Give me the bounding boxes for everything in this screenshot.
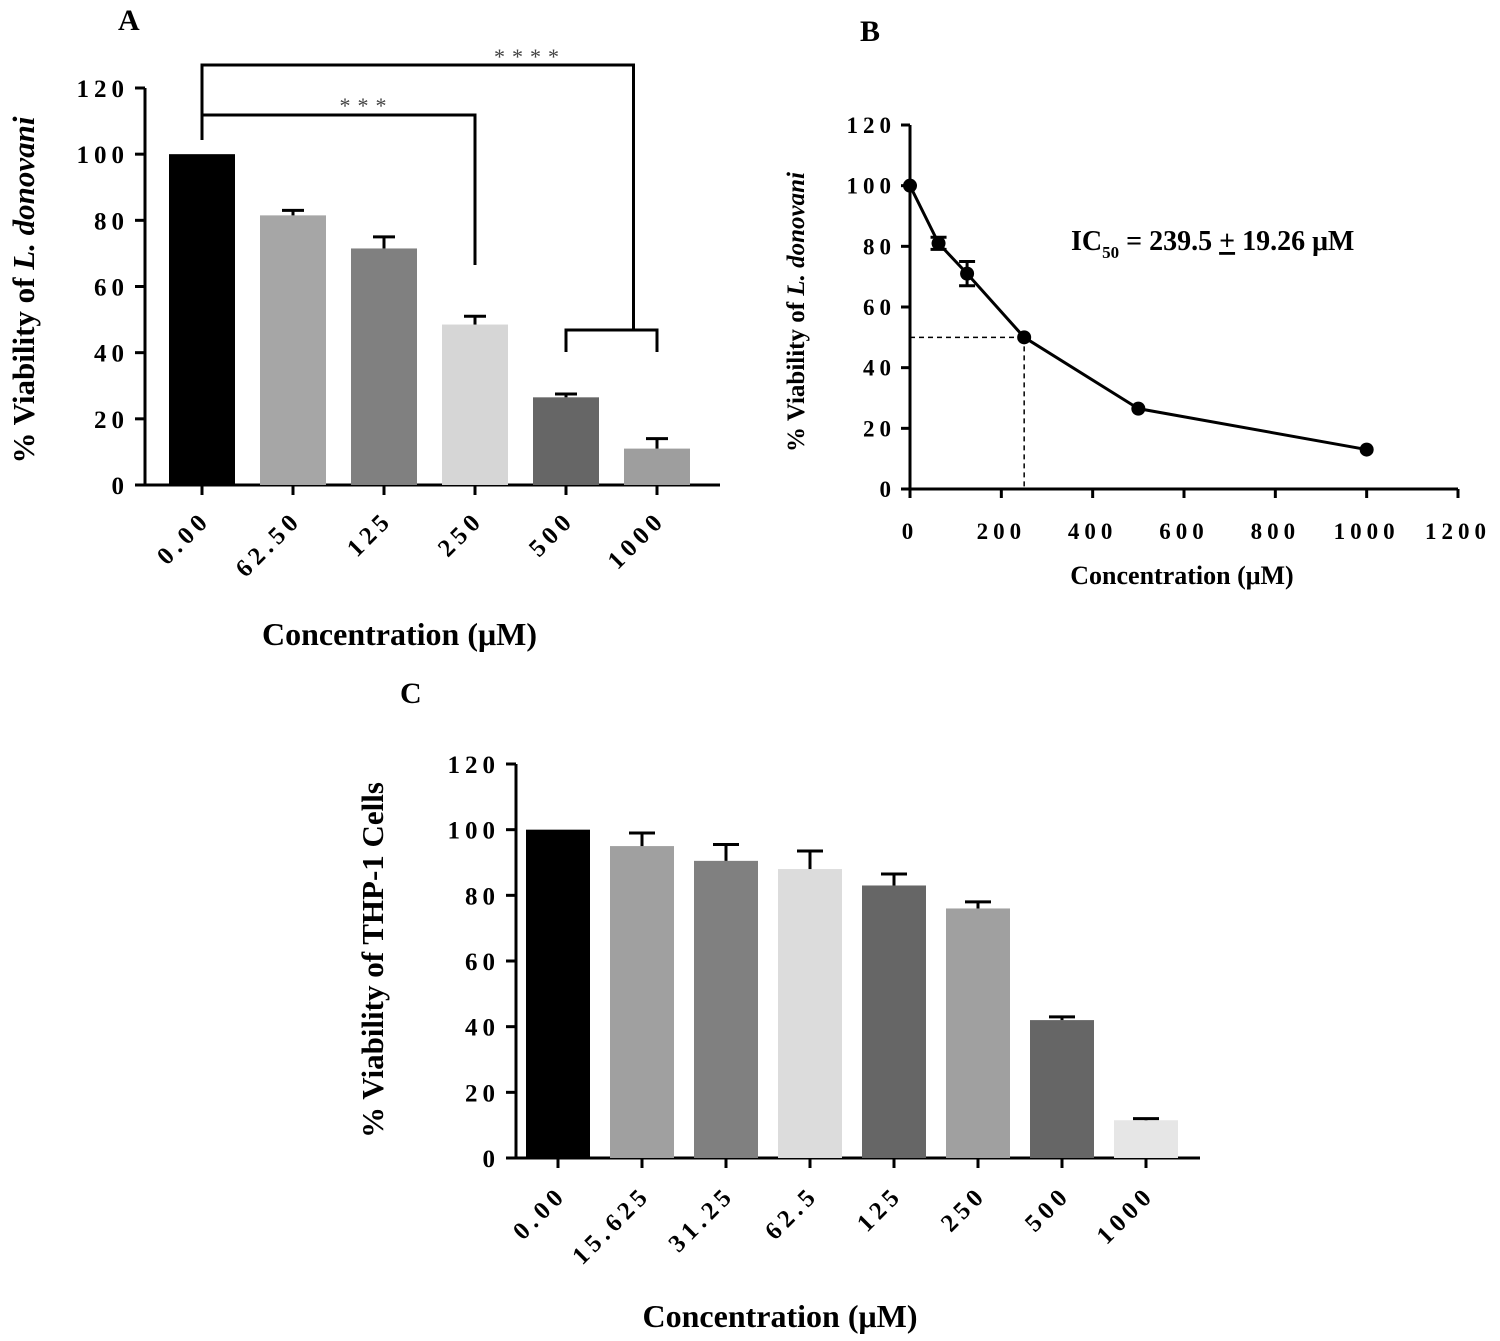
y-tick-label: 0 [112, 473, 130, 500]
bar [260, 215, 326, 485]
x-tick-label: 1000 [1092, 1181, 1161, 1250]
y-axis-title: % Viability of L. donovani [783, 172, 810, 452]
y-tick-label: 100 [448, 818, 501, 845]
ic50-annotation-pm: + [1219, 226, 1235, 257]
y-tick-label: 80 [465, 883, 500, 910]
y-tick-label: 20 [863, 416, 896, 441]
x-tick-label: 1000 [603, 506, 672, 575]
x-axis-title: Concentration (μM) [643, 1298, 918, 1334]
bar [442, 324, 508, 485]
y-tick-label: 80 [863, 234, 896, 259]
y-tick-label: 120 [847, 113, 897, 138]
x-tick-label: 250 [936, 1181, 992, 1237]
significance-label: *** [340, 93, 394, 118]
ic50-annotation-body: = 239.5 [1119, 226, 1219, 257]
x-tick-label: 200 [977, 519, 1027, 544]
bar [533, 397, 599, 485]
y-tick-label: 120 [448, 752, 501, 779]
bar [1114, 1120, 1178, 1158]
data-point [1359, 442, 1374, 457]
x-tick-label: 500 [524, 506, 580, 562]
x-tick-label: 125 [342, 506, 398, 562]
significance-label: **** [494, 44, 566, 69]
data-point [903, 178, 917, 193]
bar [1030, 1020, 1094, 1158]
bar [778, 869, 842, 1158]
y-tick-label: 40 [465, 1015, 500, 1042]
x-tick-label: 1000 [1334, 519, 1400, 544]
y-axis-title: % Viability of L. donovani [6, 116, 41, 463]
x-tick-label: 62.5 [760, 1181, 824, 1245]
ic50-annotation-tail: 19.26 μM [1235, 226, 1354, 257]
data-point [1131, 401, 1146, 416]
x-tick-label: 15.625 [567, 1181, 656, 1270]
bar [526, 829, 590, 1158]
panel-label-c: C [400, 677, 422, 710]
x-axis-title: Concentration (μM) [262, 616, 537, 652]
y-tick-label: 0 [483, 1146, 501, 1173]
x-tick-label: 500 [1020, 1181, 1076, 1237]
y-tick-label: 60 [465, 949, 500, 976]
y-axis-title-species: L. donovani [783, 172, 810, 297]
ic50-annotation-prefix: IC [1071, 226, 1102, 257]
group-bracket [564, 328, 659, 352]
data-line [908, 185, 1367, 452]
bar [694, 860, 758, 1158]
y-tick-label: 20 [94, 407, 129, 434]
y-axis-title-species: L. donovani [6, 116, 41, 271]
y-tick-label: 80 [94, 208, 129, 235]
data-point [960, 266, 975, 281]
significance-bracket [200, 63, 635, 330]
ic50-annotation-sub: 50 [1102, 243, 1119, 262]
y-axis-title-prefix: % Viability of [6, 270, 41, 464]
bar [624, 448, 690, 485]
bar [862, 885, 926, 1158]
y-tick-label: 100 [77, 142, 130, 169]
y-tick-label: 0 [880, 477, 897, 502]
x-tick-label: 0.00 [508, 1181, 572, 1245]
ic50-annotation: IC50 = 239.5 + 19.26 μM [1071, 226, 1354, 262]
bar [169, 154, 235, 485]
data-point [1017, 330, 1032, 345]
panel-a: 0 20 40 60 80 100 120 0.00 62.50 125 250 500 1000 Con… [6, 44, 720, 652]
y-tick-label: 40 [863, 356, 896, 381]
x-tick-label: 1200 [1425, 519, 1491, 544]
x-tick-label: 250 [433, 506, 489, 562]
panel-label-a: A [118, 4, 140, 37]
bar [351, 248, 417, 485]
y-axis-title: % Viability of THP-1 Cells [355, 782, 390, 1138]
x-tick-label: 400 [1068, 519, 1118, 544]
x-tick-label: 31.25 [664, 1181, 741, 1258]
x-axis-title: Concentration (μM) [1070, 561, 1293, 590]
bar [610, 846, 674, 1158]
y-tick-label: 60 [94, 275, 129, 302]
y-axis-title-prefix: % Viability of [783, 296, 810, 452]
y-tick-label: 20 [465, 1080, 500, 1107]
y-tick-label: 100 [847, 174, 897, 199]
bar [946, 908, 1010, 1158]
x-tick-label: 0.00 [152, 506, 216, 570]
y-tick-label: 40 [94, 341, 129, 368]
y-tick-label: 60 [863, 295, 896, 320]
x-tick-label: 600 [1159, 519, 1209, 544]
x-tick-label: 800 [1251, 519, 1301, 544]
y-tick-label: 120 [77, 76, 130, 103]
data-point [931, 236, 946, 251]
x-tick-label: 125 [852, 1181, 908, 1237]
panel-label-b: B [860, 15, 880, 48]
significance-bracket [200, 113, 477, 265]
x-tick-label: 62.50 [231, 506, 308, 583]
x-tick-label: 0 [902, 519, 919, 544]
